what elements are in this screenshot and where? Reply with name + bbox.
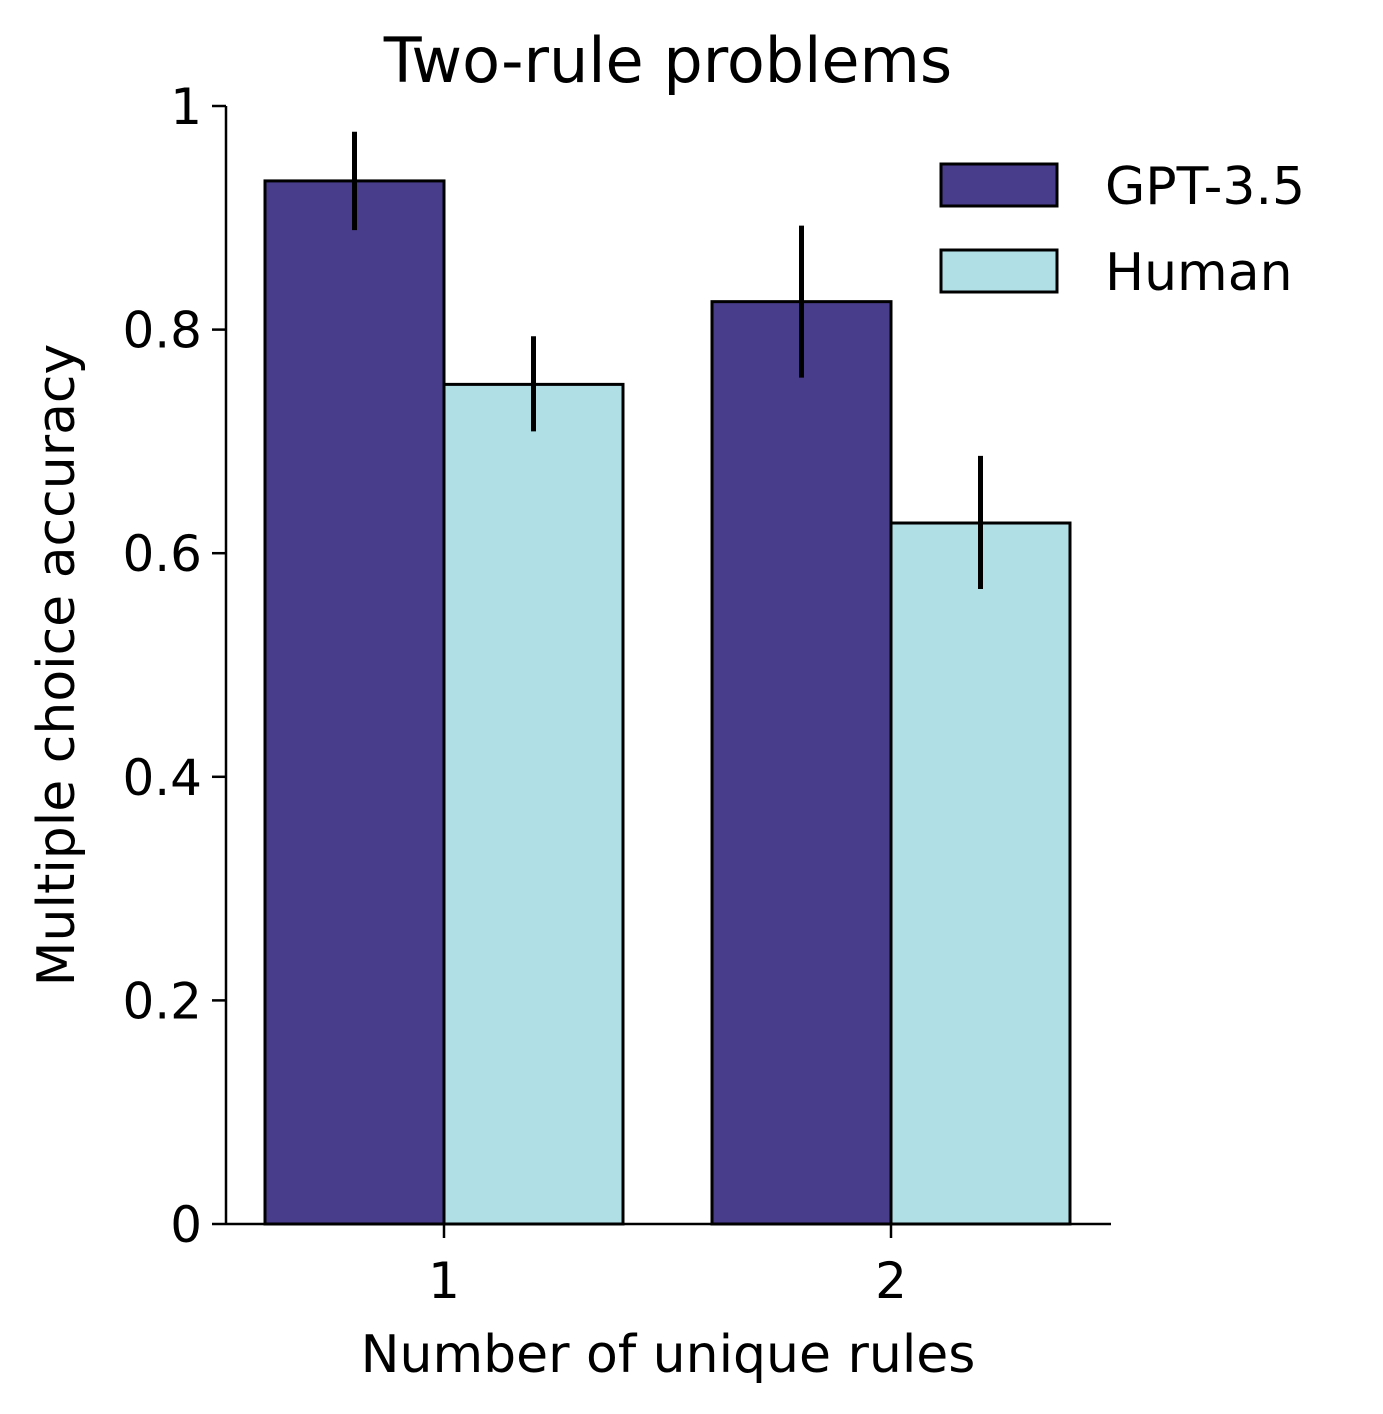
y-tick-label: 0.8 [122, 302, 202, 360]
x-axis-label: Number of unique rules [361, 1325, 976, 1385]
legend-label: Human [1105, 243, 1293, 303]
y-tick-label: 0.6 [122, 525, 202, 583]
axes [224, 106, 1111, 1226]
legend-swatch [939, 248, 1059, 294]
y-axis-label: Multiple choice accuracy [27, 344, 87, 987]
bar-gpt-3-5-2 [710, 300, 893, 1226]
y-tick-label: 0 [170, 1196, 202, 1254]
y-tick-label: 0.2 [122, 972, 202, 1030]
chart-title: Two-rule problems [383, 24, 952, 97]
bar-human-2 [889, 521, 1072, 1226]
plot-area [263, 131, 1072, 1226]
bar-gpt-3-5-1 [263, 179, 446, 1226]
bar-human-1 [442, 382, 625, 1226]
x-tick-label: 2 [875, 1252, 907, 1310]
y-tick-label: 1 [170, 78, 202, 136]
y-ticks: 0 0.2 0.4 0.6 0.8 1 [122, 78, 226, 1254]
y-tick-label: 0.4 [122, 749, 202, 807]
legend: GPT-3.5 Human [939, 157, 1305, 303]
legend-swatch [939, 162, 1059, 208]
x-tick-label: 1 [428, 1252, 460, 1310]
legend-label: GPT-3.5 [1105, 157, 1305, 217]
